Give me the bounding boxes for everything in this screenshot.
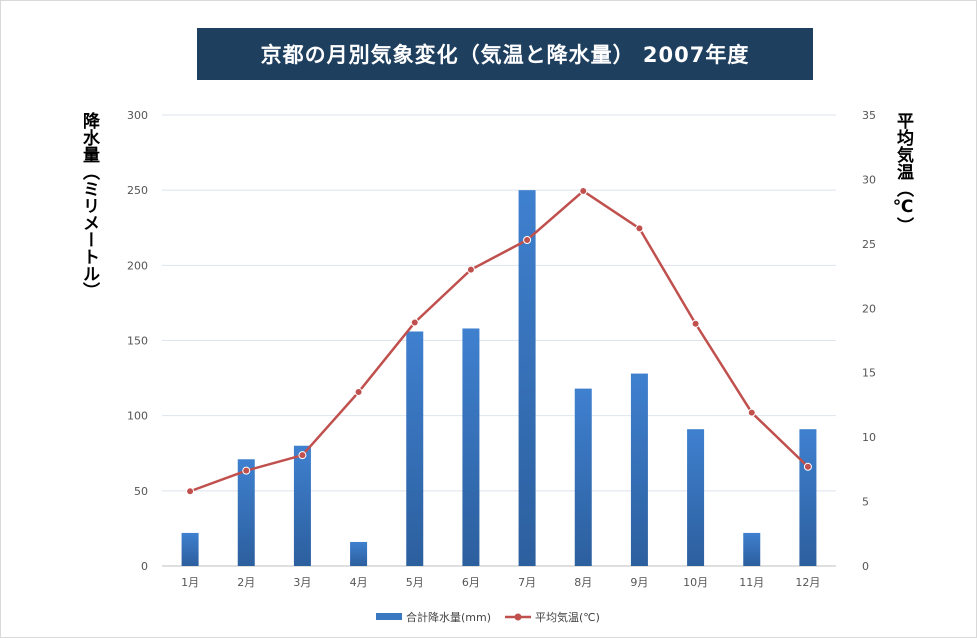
tick-layer: 0 50 100 150 200 250 300 0 5 10 15 20 25 30 35 1月 2月 3月 4月…: [127, 109, 876, 589]
right-tick-label: 0: [862, 560, 869, 573]
grid-layer: [162, 114, 836, 567]
temperature-point: [523, 235, 532, 244]
precip-bar: [237, 459, 255, 566]
precip-bar: [630, 373, 648, 566]
left-tick-label: 200: [127, 259, 148, 272]
right-tick-label: 30: [862, 173, 876, 186]
right-tick-label: 5: [862, 496, 869, 509]
legend-precip-label: 合計降水量(mm): [406, 610, 491, 624]
right-tick-label: 10: [862, 431, 876, 444]
left-axis-label: 降水量（ミリメートル）: [79, 112, 99, 299]
x-tick-label: 10月: [683, 576, 708, 589]
temperature-point: [354, 388, 363, 397]
left-tick-label: 150: [127, 335, 148, 348]
precip-bar: [574, 388, 592, 566]
temperature-point: [298, 451, 307, 460]
x-tick-label: 7月: [518, 576, 536, 589]
x-tick-label: 8月: [574, 576, 592, 589]
x-tick-label: 5月: [406, 576, 424, 589]
left-tick-label: 50: [134, 485, 148, 498]
left-tick-label: 300: [127, 109, 148, 122]
left-tick-label: 100: [127, 410, 148, 423]
right-tick-label: 15: [862, 367, 876, 380]
precip-bar: [799, 429, 817, 566]
temperature-point: [410, 318, 419, 327]
x-tick-label: 12月: [795, 576, 820, 589]
x-tick-label: 3月: [293, 576, 311, 589]
right-tick-label: 20: [862, 302, 876, 315]
left-tick-label: 250: [127, 184, 148, 197]
right-tick-label: 25: [862, 238, 876, 251]
temperature-point: [186, 487, 195, 496]
precip-bar: [293, 445, 311, 566]
precip-bar: [462, 328, 480, 566]
precip-bar: [743, 532, 761, 566]
temperature-line: [189, 189, 809, 493]
temperature-point: [691, 319, 700, 328]
temperature-point: [466, 265, 475, 274]
x-tick-label: 6月: [462, 576, 480, 589]
right-axis-label: 平均気温（℃）: [893, 112, 913, 234]
chart-title: 京都の月別気象変化（気温と降水量） 2007年度: [197, 28, 813, 80]
x-tick-label: 11月: [739, 576, 764, 589]
temperature-point: [242, 466, 251, 475]
temperature-point: [579, 187, 588, 196]
x-tick-label: 4月: [350, 576, 368, 589]
x-tick-label: 2月: [237, 576, 255, 589]
legend-layer: 合計降水量(mm) 平均気温(℃): [376, 610, 600, 624]
left-tick-label: 0: [141, 560, 148, 573]
temperature-point: [747, 408, 756, 417]
legend-temp-label: 平均気温(℃): [535, 610, 600, 624]
precip-bar: [406, 331, 424, 566]
bar-layer: [181, 190, 817, 566]
temperature-point: [635, 224, 644, 233]
x-tick-label: 1月: [181, 576, 199, 589]
legend-line-marker: [514, 613, 522, 621]
precip-bar: [687, 429, 705, 566]
x-tick-label: 9月: [630, 576, 648, 589]
right-tick-label: 35: [862, 109, 876, 122]
precip-bar: [181, 532, 199, 566]
precip-bar: [350, 541, 368, 566]
line-layer: [186, 187, 812, 496]
temperature-point: [803, 462, 812, 471]
precip-bar: [518, 190, 536, 566]
legend-bar-swatch: [376, 613, 402, 620]
